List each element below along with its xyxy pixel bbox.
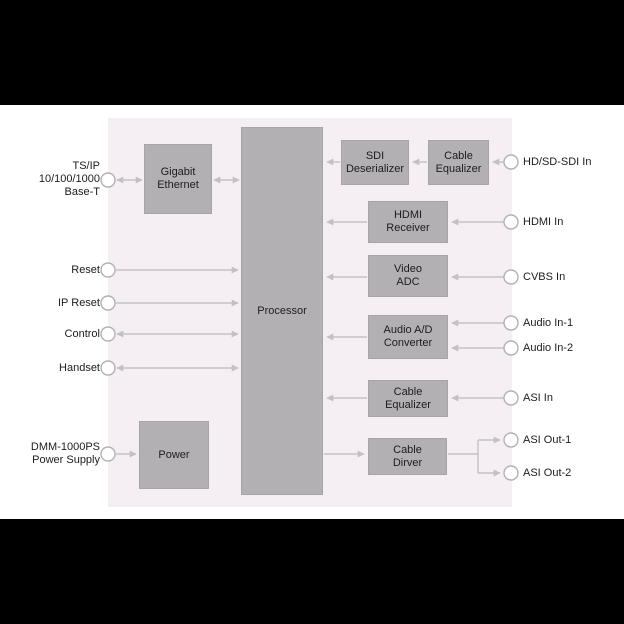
block-gigabit-ethernet: Gigabit Ethernet — [144, 144, 212, 214]
port-handset-circle — [100, 360, 116, 376]
port-asi-in-circle — [503, 390, 519, 406]
label-cvbs-in: CVBS In — [523, 270, 566, 283]
block-video-adc-line2: ADC — [396, 276, 420, 288]
block-sdi-deserializer: SDI Deserializer — [341, 140, 409, 185]
block-sdi-deserializer-line2: Deserializer — [345, 162, 405, 175]
block-cable-equalizer-bottom: Cable Equalizer — [368, 380, 448, 417]
label-audio-in-1: Audio In-1 — [523, 316, 574, 329]
label-asi-out-2: ASI Out-2 — [523, 466, 572, 479]
port-hdmi-in-circle — [503, 214, 519, 230]
label-control: Control — [64, 327, 100, 340]
label-power-supply-line2: Power Supply — [32, 454, 100, 466]
label-ts-ip-line1: TS/IP — [72, 160, 100, 172]
label-hdmi-in: HDMI In — [523, 215, 564, 228]
port-asi-out-1-circle — [503, 432, 519, 448]
block-cable-equalizer-top: Cable Equalizer — [428, 140, 489, 185]
block-hdmi-receiver-line1: HDMI — [393, 209, 423, 221]
port-reset-circle — [100, 262, 116, 278]
block-video-adc-line1: Video — [394, 263, 422, 275]
block-processor: Processor — [241, 127, 323, 495]
letterbox-bottom — [0, 519, 624, 624]
block-cable-equalizer-top-line1: Cable — [444, 149, 473, 162]
block-cable-driver-line2: Dirver — [392, 456, 423, 469]
block-hdmi-receiver: HDMI Receiver — [368, 201, 448, 243]
letterbox-top — [0, 0, 624, 105]
label-power-supply: DMM-1000PS Power Supply — [0, 441, 100, 467]
block-cable-equalizer-bottom-line2: Equalizer — [385, 398, 431, 411]
port-power-supply-circle — [100, 446, 116, 462]
wire-driver-split — [448, 440, 479, 473]
block-sdi-deserializer-line1: SDI — [365, 149, 385, 162]
label-ts-ip: TS/IP 10/100/1000 Base-T — [0, 160, 100, 199]
block-power-label: Power — [158, 448, 190, 461]
label-asi-out-1: ASI Out-1 — [523, 433, 572, 446]
label-ts-ip-line2: 10/100/1000 — [38, 173, 100, 185]
block-hdmi-receiver-line2: Receiver — [386, 222, 430, 234]
port-audio-in-1-circle — [503, 315, 519, 331]
block-cable-equalizer-bottom-line1: Cable — [393, 385, 423, 398]
block-cable-driver-line1: Cable — [393, 443, 422, 456]
port-asi-out-2-circle — [503, 465, 519, 481]
label-reset: Reset — [71, 263, 100, 276]
block-audio-ad-converter-line1: Audio A/D — [383, 324, 433, 336]
label-asi-in: ASI In — [523, 391, 553, 404]
block-cable-driver: Cable Dirver — [368, 438, 447, 475]
port-ip-reset-circle — [100, 295, 116, 311]
label-power-supply-line1: DMM-1000PS — [30, 441, 100, 453]
block-power: Power — [139, 421, 209, 489]
label-handset: Handset — [59, 361, 100, 374]
block-gigabit-ethernet-line2: Ethernet — [157, 179, 199, 191]
label-hd-sd-sdi-in: HD/SD-SDI In — [523, 155, 592, 168]
port-audio-in-2-circle — [503, 340, 519, 356]
label-ip-reset: IP Reset — [58, 296, 100, 309]
port-cvbs-in-circle — [503, 269, 519, 285]
port-ts-ip-circle — [100, 172, 116, 188]
port-hd-sd-sdi-in-circle — [503, 154, 519, 170]
label-audio-in-2: Audio In-2 — [523, 341, 574, 354]
block-audio-ad-converter-line2: Converter — [383, 337, 433, 349]
block-video-adc: Video ADC — [368, 255, 448, 297]
block-audio-ad-converter: Audio A/D Converter — [368, 315, 448, 359]
block-processor-label: Processor — [257, 304, 307, 317]
block-cable-equalizer-top-line2: Equalizer — [435, 162, 482, 175]
port-control-circle — [100, 326, 116, 342]
block-gigabit-ethernet-line1: Gigabit — [160, 166, 196, 178]
label-ts-ip-line3: Base-T — [64, 186, 100, 198]
